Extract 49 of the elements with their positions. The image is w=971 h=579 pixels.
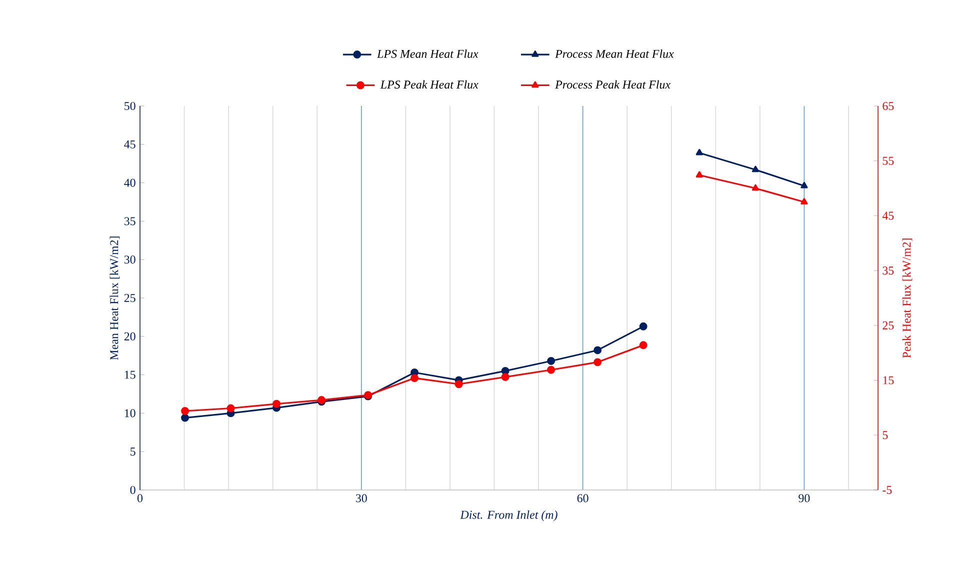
y2-tick-label: 25 xyxy=(882,321,894,330)
point xyxy=(547,366,556,374)
point xyxy=(501,373,510,381)
y2-tick-label: 5 xyxy=(882,431,888,440)
y-tick-label: 25 xyxy=(124,294,136,302)
y-tick-label: 30 xyxy=(124,256,136,264)
point xyxy=(454,380,463,388)
point xyxy=(272,400,281,408)
point xyxy=(410,374,419,382)
y2-tick-label: 65 xyxy=(882,102,894,110)
x-tick-label: 90 xyxy=(798,494,810,502)
legend-label: LPS Mean Heat Flux xyxy=(376,49,478,58)
y2-tick-label: -5 xyxy=(882,486,892,494)
point xyxy=(752,166,760,172)
point xyxy=(594,346,602,354)
point xyxy=(696,171,703,178)
point xyxy=(181,407,190,415)
x-tick-label: 0 xyxy=(137,494,143,502)
y2-tick-label: 55 xyxy=(882,156,894,165)
x-tick-label: 30 xyxy=(356,494,367,502)
y-tick-label: 10 xyxy=(124,409,136,418)
point xyxy=(800,198,808,204)
point xyxy=(639,341,648,350)
point xyxy=(547,356,556,365)
y-tick-label: 5 xyxy=(130,448,136,456)
point xyxy=(594,358,602,366)
point xyxy=(752,184,760,191)
y-tick-label: 20 xyxy=(124,332,136,340)
legend-label: Process Mean Heat Flux xyxy=(555,49,674,58)
y-axis-title: Mean Heat Flux [kW/m2] xyxy=(110,236,120,360)
point xyxy=(696,148,703,156)
y-tick-label: 45 xyxy=(124,140,136,148)
legend-label: LPS Peak Heat Flux xyxy=(380,80,478,89)
legend-label: Process Peak Heat Flux xyxy=(555,80,670,89)
x-tick-label: 60 xyxy=(577,494,588,502)
point xyxy=(226,404,235,412)
point xyxy=(181,414,190,422)
y-tick-label: 15 xyxy=(124,370,136,379)
y2-tick-label: 15 xyxy=(883,376,894,384)
y-tick-label: 0 xyxy=(130,486,136,494)
y2-tick-label: 45 xyxy=(882,212,894,220)
y2-tick-label: 35 xyxy=(882,266,894,275)
y-tick-label: 50 xyxy=(124,102,136,110)
x-axis-title: Dist. From Inlet (m) xyxy=(460,510,558,522)
point xyxy=(800,182,808,188)
y-tick-label: 35 xyxy=(124,217,136,226)
y2-axis-title: Peak Heat Flux [kW/m2] xyxy=(902,238,912,358)
point xyxy=(639,322,648,330)
y-tick-label: 40 xyxy=(124,178,136,187)
